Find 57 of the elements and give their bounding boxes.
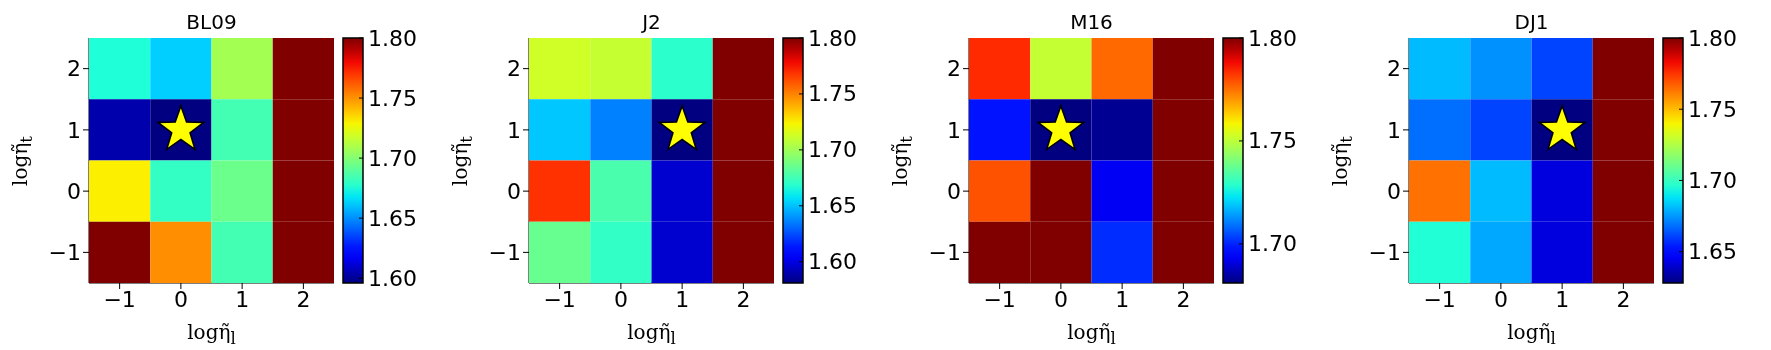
y-tick-label: 1 (67, 117, 81, 143)
x-tick-label: 2 (1616, 286, 1631, 312)
color-bar-label: 1.60 (808, 249, 857, 275)
x-tick-label: 1 (1115, 286, 1130, 312)
x-tick-label: −1 (983, 286, 1016, 312)
x-tick-label: 0 (173, 286, 188, 312)
color-bar-label: 1.80 (1688, 25, 1737, 51)
y-tick-label: 2 (947, 56, 961, 82)
y-tick-label: 1 (1387, 117, 1401, 143)
x-tick-label: 2 (736, 286, 751, 312)
y-tick-label: 1 (507, 117, 521, 143)
chart-title: DJ1 (1513, 10, 1550, 34)
x-axis-title: logη̃$_{l}$ (1066, 320, 1117, 348)
chart-title: M16 (1069, 10, 1114, 34)
color-bar-label: 1.70 (368, 145, 417, 171)
color-bar-label: 1.70 (1688, 167, 1737, 193)
y-tick-label: 2 (1387, 56, 1401, 82)
x-axis-title: logη̃$_{l}$ (186, 320, 237, 348)
chart-title: BL09 (185, 10, 238, 34)
color-bar-label: 1.60 (368, 265, 417, 291)
y-tick-label: 0 (1387, 178, 1401, 204)
color-bar-label: 1.65 (808, 193, 857, 219)
y-tick-label: −1 (1368, 240, 1401, 266)
y-tick-label: 0 (67, 178, 81, 204)
x-tick-label: −1 (1423, 286, 1456, 312)
y-tick-label: 0 (507, 178, 521, 204)
color-bar-label: 1.70 (808, 137, 857, 163)
y-tick-label: −1 (48, 240, 81, 266)
x-tick-label: 1 (235, 286, 250, 312)
x-tick-label: 0 (613, 286, 628, 312)
x-tick-label: 2 (296, 286, 311, 312)
x-tick-label: −1 (543, 286, 576, 312)
x-tick-label: 1 (1555, 286, 1570, 312)
y-tick-label: −1 (928, 240, 961, 266)
x-tick-label: 2 (1176, 286, 1191, 312)
color-bar-label: 1.80 (368, 25, 417, 51)
color-bar-label: 1.75 (1688, 96, 1737, 122)
x-tick-label: 0 (1493, 286, 1508, 312)
y-tick-label: 2 (67, 56, 81, 82)
color-bar-label: 1.75 (808, 81, 857, 107)
x-axis-title: logη̃$_{l}$ (1506, 320, 1557, 348)
x-tick-label: 0 (1053, 286, 1068, 312)
color-bar-label: 1.65 (368, 205, 417, 231)
color-bar-label: 1.75 (1248, 128, 1297, 154)
color-bar-label: 1.70 (1248, 231, 1297, 257)
y-tick-label: −1 (488, 240, 521, 266)
x-tick-label: 1 (675, 286, 690, 312)
x-axis-title: logη̃$_{l}$ (626, 320, 677, 348)
y-tick-label: 2 (507, 56, 521, 82)
y-tick-label: 0 (947, 178, 961, 204)
x-tick-label: −1 (103, 286, 136, 312)
color-bar-label: 1.75 (368, 85, 417, 111)
chart-title: J2 (640, 10, 662, 34)
color-bar-label: 1.80 (808, 25, 857, 51)
y-tick-label: 1 (947, 117, 961, 143)
color-bar-label: 1.80 (1248, 25, 1297, 51)
color-bar-label: 1.65 (1688, 239, 1737, 265)
